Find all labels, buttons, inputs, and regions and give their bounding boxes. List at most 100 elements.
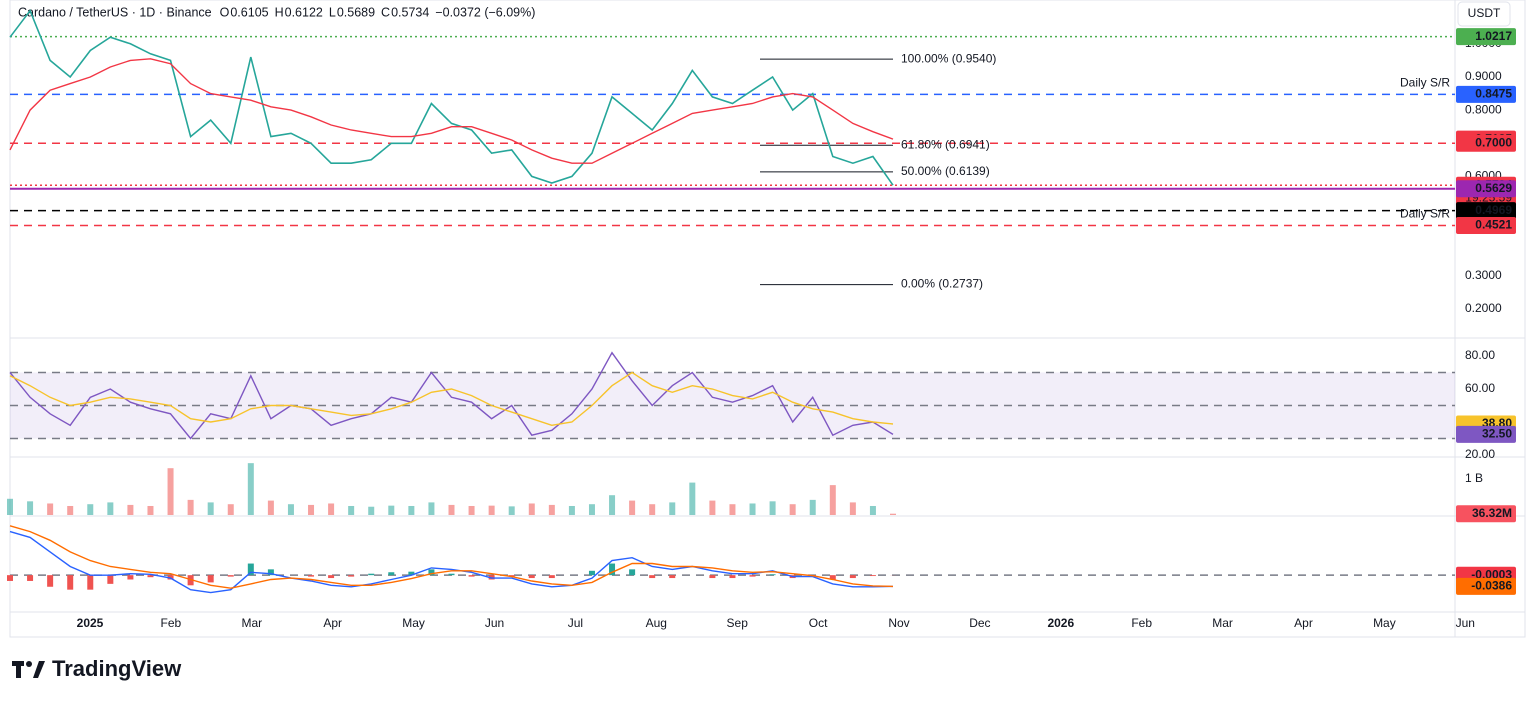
x-tick-label: 2026: [1047, 616, 1074, 630]
bar: [769, 501, 776, 515]
ohlc-key: C: [381, 5, 390, 19]
x-tick-label: Jul: [568, 616, 583, 630]
bar: [187, 499, 194, 515]
bar: [27, 501, 34, 515]
bar: [87, 575, 94, 590]
bar: [629, 569, 636, 576]
x-tick-label: Sep: [727, 616, 749, 630]
symbol: Cardano / TetherUS · 1D · Binance: [18, 5, 212, 19]
bar: [689, 482, 696, 515]
bar: [729, 575, 736, 579]
bar: [829, 575, 836, 580]
logo-mark: [12, 661, 45, 678]
bar: [448, 573, 455, 576]
price-badge: [1456, 202, 1516, 220]
bar: [488, 575, 495, 580]
bar: [588, 570, 595, 576]
bar: [287, 504, 294, 515]
bar: [227, 575, 234, 577]
ohlc-key: H: [275, 5, 284, 19]
fib-label: 50.00% (0.6139): [901, 164, 990, 178]
price-badge: [1456, 505, 1516, 523]
x-tick-label: Nov: [888, 616, 909, 630]
x-tick-label: Oct: [809, 616, 828, 630]
ohlc-value: 0.6122: [285, 5, 323, 19]
x-tick-label: Feb: [161, 616, 182, 630]
x-tick-label: 2025: [77, 616, 104, 630]
bar: [709, 500, 716, 515]
fib-label: 61.80% (0.6941): [901, 137, 990, 151]
bar: [609, 563, 616, 576]
bar: [127, 504, 134, 515]
bar: [167, 575, 174, 580]
bar: [47, 503, 54, 515]
price-badge: [1456, 216, 1516, 234]
x-tick-label: Dec: [969, 616, 990, 630]
logo: TradingView: [52, 656, 182, 681]
bar: [147, 505, 154, 515]
bar: [669, 575, 676, 579]
ohlc-key: O: [220, 5, 230, 19]
price-badge: [1456, 577, 1516, 595]
bar: [247, 563, 254, 576]
x-tick-label: Apr: [1294, 616, 1313, 630]
series-line: [9, 525, 894, 589]
bar: [849, 502, 856, 515]
bar: [348, 575, 355, 577]
price-badge: [1456, 28, 1516, 46]
bar: [508, 506, 515, 515]
x-tick-label: Feb: [1131, 616, 1152, 630]
bar: [27, 575, 34, 581]
bar: [147, 575, 154, 578]
bar: [869, 505, 876, 515]
bar: [7, 498, 13, 515]
bar: [227, 504, 234, 515]
bar: [207, 575, 214, 583]
price-badge-label: 0.7000: [1475, 135, 1512, 149]
bar: [609, 495, 616, 515]
bar: [167, 468, 174, 515]
x-tick-label: Jun: [1456, 616, 1475, 630]
y-tick-label: 0.3000: [1465, 268, 1502, 282]
x-tick-label: Mar: [1212, 616, 1233, 630]
bar: [308, 504, 315, 515]
currency-button[interactable]: [1457, 1, 1511, 27]
bar: [769, 574, 776, 576]
price-badge: [1456, 85, 1516, 103]
bar: [849, 575, 856, 579]
bar: [488, 505, 495, 515]
bar: [588, 504, 595, 515]
bar: [789, 504, 796, 515]
currency[interactable]: USDT: [1468, 6, 1501, 20]
bar: [308, 575, 315, 577]
bar: [468, 505, 475, 515]
y-tick-label: 60.00: [1465, 381, 1495, 395]
bar: [528, 575, 535, 579]
x-tick-label: Aug: [646, 616, 667, 630]
bar: [408, 571, 415, 576]
price-badge: [1456, 134, 1516, 152]
price-badge-label: 0.4521: [1475, 218, 1512, 232]
bar: [408, 505, 415, 515]
ohlc-value: 0.6105: [230, 5, 268, 19]
bar: [829, 485, 836, 515]
x-tick-label: Apr: [323, 616, 342, 630]
bar: [267, 500, 274, 515]
bar: [247, 463, 254, 515]
bar: [207, 502, 214, 515]
price-badge: [1456, 180, 1516, 198]
x-tick-label: Mar: [241, 616, 262, 630]
y-tick-label: 80.00: [1465, 348, 1495, 362]
price-badge-label: -0.0386: [1471, 579, 1512, 593]
bar: [629, 500, 636, 515]
y-tick-label: 0.2000: [1465, 301, 1502, 315]
bar: [749, 575, 756, 577]
x-tick-label: Jun: [485, 616, 504, 630]
bar: [67, 505, 74, 515]
price-badge-label: 36.32M: [1472, 506, 1512, 520]
bar: [448, 504, 455, 515]
bar: [548, 575, 555, 579]
bar: [869, 575, 876, 577]
bar: [468, 575, 475, 577]
